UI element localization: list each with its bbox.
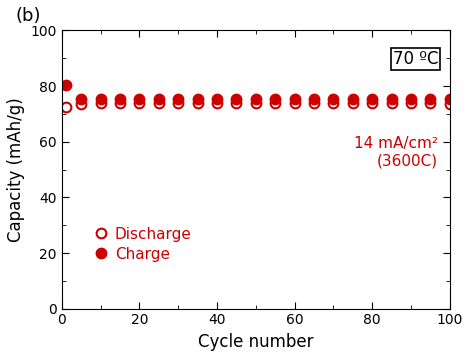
Charge: [253, 96, 258, 101]
Discharge: [428, 101, 433, 105]
Charge: [428, 96, 433, 101]
Charge: [369, 96, 375, 101]
Discharge: [350, 101, 356, 105]
Discharge: [78, 102, 84, 106]
Discharge: [447, 102, 453, 106]
Text: 70 ºC: 70 ºC: [393, 50, 438, 68]
Charge: [78, 96, 84, 101]
Charge: [292, 96, 298, 101]
Discharge: [273, 101, 278, 105]
Charge: [117, 96, 123, 101]
Discharge: [63, 105, 69, 109]
Line: Charge: Charge: [61, 80, 455, 103]
Discharge: [369, 101, 375, 105]
Charge: [350, 96, 356, 101]
Legend: Discharge, Charge: Discharge, Charge: [89, 221, 198, 268]
Charge: [273, 96, 278, 101]
Charge: [234, 96, 239, 101]
Discharge: [234, 101, 239, 105]
Charge: [389, 96, 394, 101]
Charge: [175, 96, 181, 101]
Discharge: [117, 101, 123, 105]
Discharge: [389, 101, 394, 105]
Charge: [63, 83, 69, 87]
Charge: [311, 96, 317, 101]
Discharge: [311, 101, 317, 105]
Charge: [98, 96, 103, 101]
Line: Discharge: Discharge: [61, 98, 455, 112]
Charge: [137, 96, 142, 101]
Charge: [330, 96, 336, 101]
Discharge: [253, 101, 258, 105]
Discharge: [98, 101, 103, 105]
Charge: [214, 96, 220, 101]
Discharge: [408, 101, 414, 105]
Charge: [156, 96, 162, 101]
Discharge: [214, 101, 220, 105]
Text: (b): (b): [15, 7, 41, 25]
Discharge: [292, 101, 298, 105]
Charge: [195, 96, 200, 101]
Discharge: [195, 101, 200, 105]
Discharge: [330, 101, 336, 105]
Discharge: [137, 101, 142, 105]
Charge: [408, 96, 414, 101]
Discharge: [156, 101, 162, 105]
Y-axis label: Capacity (mAh/g): Capacity (mAh/g): [7, 97, 25, 242]
Text: 14 mA/cm²
(3600C): 14 mA/cm² (3600C): [354, 136, 438, 169]
X-axis label: Cycle number: Cycle number: [198, 333, 313, 351]
Charge: [447, 96, 453, 101]
Discharge: [175, 101, 181, 105]
